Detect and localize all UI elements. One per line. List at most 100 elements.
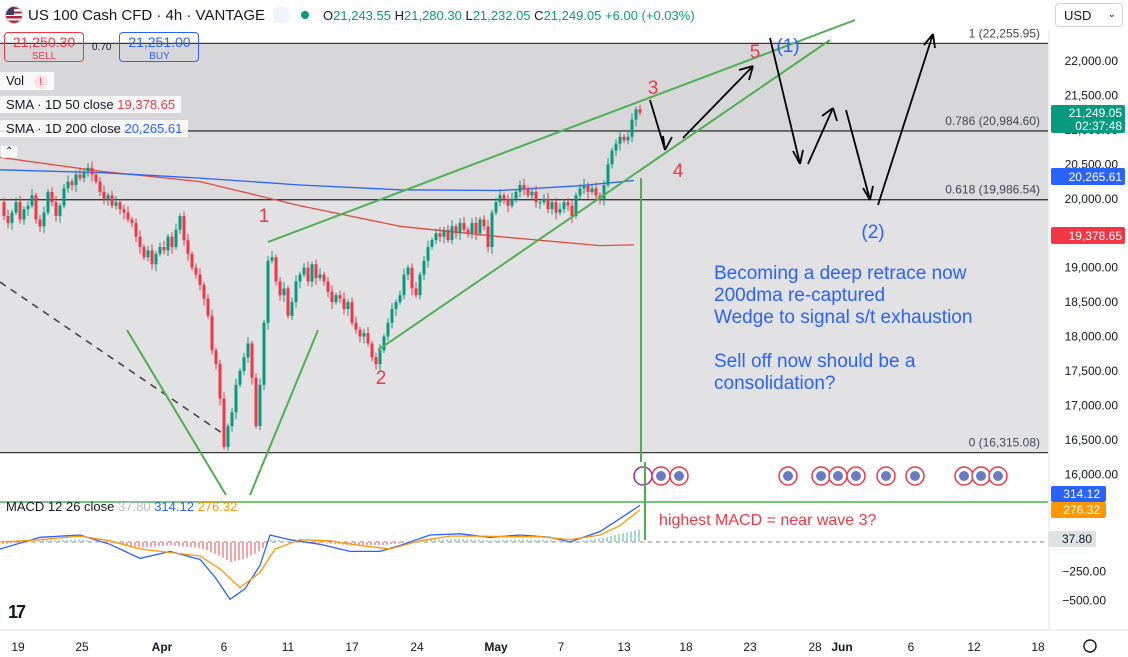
candle-body	[70, 181, 74, 185]
macd-histogram-bar	[610, 536, 612, 542]
fib-label: 0 (16,315.08)	[969, 436, 1040, 450]
candle-body	[470, 222, 474, 234]
macd-histogram-bar	[638, 529, 640, 542]
macd-histogram-bar	[250, 542, 252, 556]
price-tick-label: 17,500.00	[1065, 364, 1119, 378]
time-tick-label: 17	[345, 640, 359, 654]
candle-body	[202, 284, 206, 299]
macd-histogram-bar	[434, 539, 436, 542]
time-tick-label: 6	[221, 640, 228, 654]
macd-histogram-bar	[270, 539, 272, 542]
macd-histogram-bar	[202, 542, 204, 549]
macd-histogram-bar	[130, 542, 132, 547]
candle-body	[370, 343, 374, 358]
candle-body	[242, 357, 246, 371]
macd-histogram-bar	[282, 540, 284, 542]
candle-body	[330, 291, 334, 303]
macd-histogram-bar	[602, 537, 604, 542]
candle-body	[114, 202, 118, 206]
macd-histogram-bar	[458, 539, 460, 542]
countdown-value: 02:37:48	[1075, 119, 1122, 133]
symbol-title[interactable]: US 100 Cash CFD · 4h · VANTAGE	[28, 6, 266, 24]
candle-body	[626, 136, 630, 141]
candle-body	[154, 253, 158, 265]
sma50-line	[0, 169, 635, 192]
price-tick-label: 16,000.00	[1065, 467, 1119, 481]
candle-body	[10, 212, 14, 223]
macd-histogram-bar	[30, 541, 32, 543]
collapse-legend-icon[interactable]: ⌃	[0, 145, 19, 158]
candle-body	[618, 136, 622, 144]
sma200-legend[interactable]: SMA · 1D 200 close 20,265.61	[0, 120, 189, 137]
event-flag-icon-inner	[881, 471, 891, 481]
wave-label: 3	[648, 78, 659, 99]
candle-body	[410, 267, 414, 289]
us-flag-icon	[6, 7, 22, 23]
wave-label: 2	[376, 368, 387, 389]
candle-body	[630, 119, 634, 137]
macd-histogram-bar	[178, 542, 180, 547]
sma200-badge	[1051, 227, 1125, 244]
candle-body	[622, 136, 626, 141]
macd-badge-value: 314.12	[1063, 487, 1100, 501]
macd-legend[interactable]: MACD 12 26 close 37.80 314.12 276.32	[6, 499, 238, 514]
buy-button[interactable]: 21,251.00 BUY	[119, 32, 200, 62]
macd-histogram-bar	[218, 542, 220, 556]
candle-body	[378, 350, 382, 365]
compare-icon[interactable]	[273, 7, 290, 23]
warning-icon[interactable]: !	[33, 75, 48, 89]
candle-body	[298, 274, 302, 282]
candle-body	[566, 202, 570, 206]
candle-body	[406, 267, 410, 275]
macd-histogram-bar	[562, 541, 564, 543]
sma50-legend[interactable]: SMA · 1D 50 close 19,378.65	[0, 96, 182, 113]
candle-body	[634, 109, 638, 120]
macd-histogram-bar	[322, 542, 324, 543]
currency-select[interactable]: USD ⌄	[1055, 3, 1123, 27]
candle-body	[554, 202, 558, 213]
price-tick-label: 19,000.00	[1065, 261, 1119, 275]
macd-tick-label: −500.00	[1062, 594, 1106, 608]
macd-histogram-bar	[370, 542, 372, 546]
macd-histogram-bar	[618, 534, 620, 542]
time-tick-label: 12	[967, 640, 981, 654]
macd-histogram-bar	[46, 540, 48, 542]
macd-histogram-bar	[366, 542, 368, 546]
time-tick-label: 25	[75, 640, 89, 654]
macd-histogram-bar	[446, 539, 448, 542]
chart-header: US 100 Cash CFD · 4h · VANTAGE O21,243.5…	[0, 0, 695, 30]
macd-histogram-bar	[226, 542, 228, 560]
macd-histogram-bar	[86, 540, 88, 542]
macd-histogram-bar	[242, 542, 244, 560]
candle-body	[50, 191, 54, 203]
candle-body	[562, 202, 566, 210]
settings-gear-icon[interactable]	[1083, 639, 1097, 653]
macd-histogram-bar	[186, 542, 188, 547]
macd-histogram-bar	[182, 542, 184, 547]
macd-signal-line	[0, 509, 641, 589]
candle-body	[42, 212, 46, 227]
wedge-upper-line	[267, 19, 856, 243]
macd-histogram-bar	[214, 542, 216, 554]
vol-indicator[interactable]: Vol !	[0, 72, 54, 90]
macd-histogram-bar	[470, 539, 472, 542]
macd-histogram-bar	[98, 541, 100, 543]
macd-histogram-bar	[478, 539, 480, 542]
candle-body	[418, 274, 422, 296]
candle-body	[58, 205, 62, 216]
macd-histogram-bar	[222, 542, 224, 558]
price-tick-label: 22,000.00	[1065, 54, 1119, 68]
candle-body	[318, 274, 322, 278]
candle-body	[438, 233, 442, 237]
wave-label: 1	[259, 206, 270, 227]
candle-body	[458, 222, 462, 234]
macd-histogram-bar	[586, 540, 588, 542]
candle-body	[638, 109, 642, 113]
candle-body	[446, 229, 450, 241]
candle-body	[362, 333, 366, 337]
candle-body	[78, 174, 82, 179]
candle-body	[14, 202, 18, 213]
candle-body	[274, 257, 278, 282]
sell-button[interactable]: 21,250.30 SELL	[4, 32, 84, 62]
